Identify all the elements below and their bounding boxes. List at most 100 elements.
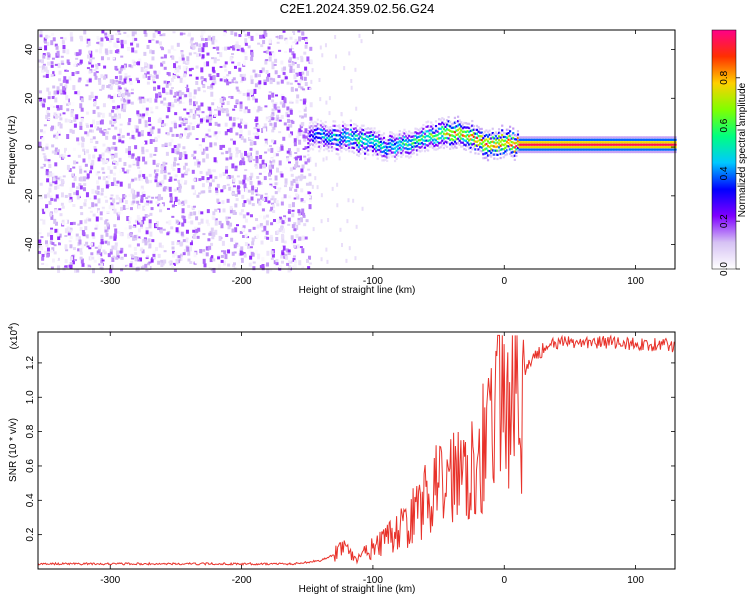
spectrogram-cell — [609, 138, 613, 141]
colorbar-tick-label: 0.0 — [719, 262, 730, 276]
spectrogram-cell — [109, 120, 113, 125]
spectrogram-cell — [197, 123, 201, 126]
spectrogram-cell — [199, 248, 203, 253]
spectrogram-cell — [234, 203, 238, 208]
spectrogram-cell — [287, 249, 291, 253]
spectrogram-cell — [308, 181, 312, 186]
spectrogram-cell — [142, 113, 146, 117]
spectrogram-cell — [162, 102, 166, 106]
spectrogram-cell — [477, 148, 480, 151]
spectrogram-cell — [433, 135, 436, 138]
spectrogram-cell — [439, 127, 442, 130]
spectrogram-cell — [611, 143, 614, 146]
spectrogram-cell — [646, 148, 649, 151]
spectrogram-cell — [128, 118, 132, 123]
spectrogram-cell — [175, 227, 179, 233]
spectrogram-cell — [628, 143, 631, 146]
y-tick-label: -20 — [24, 188, 35, 203]
spectrogram-cell — [360, 132, 364, 135]
spectrogram-cell — [200, 218, 204, 224]
spectrogram-cell — [497, 128, 501, 131]
spectrogram-cell — [562, 148, 565, 151]
spectrogram-cell — [379, 153, 382, 157]
spectrogram-cell — [54, 175, 58, 180]
spectrogram-cell — [127, 220, 131, 224]
spectrogram-cell — [384, 158, 387, 161]
spectrogram-cell — [313, 137, 316, 140]
spectrogram-cell — [341, 136, 345, 139]
spectrogram-cell — [105, 219, 109, 222]
spectrogram-cell — [66, 102, 70, 106]
spectrogram-cell — [263, 79, 267, 85]
spectrogram-cell — [665, 148, 668, 151]
spectrogram-cell — [262, 198, 266, 202]
spectrogram-cell — [415, 145, 419, 148]
spectrogram-cell — [297, 209, 301, 214]
spectrogram-cell — [300, 174, 304, 180]
spectrogram-cell — [116, 115, 120, 120]
spectrogram-cell — [134, 237, 138, 241]
spectrogram-cell — [382, 150, 386, 153]
spectrogram-cell — [256, 234, 260, 239]
spectrogram-cell — [102, 103, 106, 108]
spectrogram-cell — [48, 200, 52, 205]
spectrogram-cell — [556, 138, 559, 141]
spectrogram-cell — [616, 143, 619, 146]
spectrogram-cell — [158, 94, 162, 98]
spectrogram-cell — [606, 141, 609, 144]
spectrogram-cell — [229, 56, 233, 61]
spectrogram-cell — [201, 148, 205, 151]
spectrogram-cell — [471, 148, 474, 151]
spectrogram-x-axis: -300 -200 -100 0 100 — [100, 30, 644, 287]
spectrogram-cell — [307, 153, 310, 157]
spectrogram-cell — [264, 192, 268, 195]
spectrogram-cell — [202, 190, 206, 194]
spectrogram-cell — [419, 139, 422, 142]
spectrogram-cell — [233, 244, 237, 249]
spectrogram-cell — [496, 149, 499, 152]
spectrogram-cell — [140, 266, 144, 270]
spectrogram-cell — [554, 143, 557, 146]
spectrogram-cell — [174, 91, 178, 96]
spectrogram-cell — [308, 191, 312, 194]
spectrogram-cell — [468, 131, 471, 134]
spectrogram-cell — [644, 136, 647, 139]
spectrogram-cell — [193, 150, 197, 154]
spectrogram-cell — [50, 181, 54, 184]
spectrogram-cell — [496, 141, 499, 144]
spectrogram-cell — [524, 150, 527, 154]
spectrogram-cell — [270, 198, 274, 201]
spectrogram-cell — [173, 70, 177, 75]
spectrogram-cell — [127, 99, 131, 104]
spectrogram-cell — [202, 158, 206, 163]
spectrogram-cell — [401, 135, 405, 138]
spectrogram-cell — [226, 113, 230, 117]
spectrogram-cell — [595, 141, 598, 144]
spectrogram-cell — [131, 134, 135, 139]
spectrogram-cell — [567, 146, 570, 149]
spectrogram-cell — [43, 208, 47, 212]
spectrogram-cell — [551, 146, 554, 149]
spectrogram-cell — [453, 135, 457, 139]
spectrogram-cell — [280, 60, 284, 65]
spectrogram-cell — [444, 129, 447, 132]
spectrogram-cell — [173, 95, 177, 98]
spectrogram-cell — [468, 139, 471, 142]
spectrogram-cell — [182, 146, 186, 150]
spectrogram-cell — [64, 228, 68, 234]
spectrogram-cell — [187, 125, 191, 131]
spectrogram-cell — [73, 116, 77, 122]
spectrogram-cell — [174, 98, 178, 103]
spectrogram-cell — [330, 138, 334, 142]
spectrogram-cell — [265, 230, 269, 235]
spectrogram-cell — [479, 127, 482, 131]
spectrogram-cell — [387, 149, 390, 152]
spectrogram-cell — [237, 45, 241, 49]
spectrogram-cell — [425, 125, 428, 128]
spectrogram-cell — [173, 145, 177, 149]
spectrogram-cell — [650, 141, 654, 144]
spectrogram-cell — [376, 144, 379, 147]
spectrogram-cell — [301, 248, 305, 254]
spectrogram-cell — [109, 235, 113, 239]
spectrogram-cell — [118, 136, 122, 140]
